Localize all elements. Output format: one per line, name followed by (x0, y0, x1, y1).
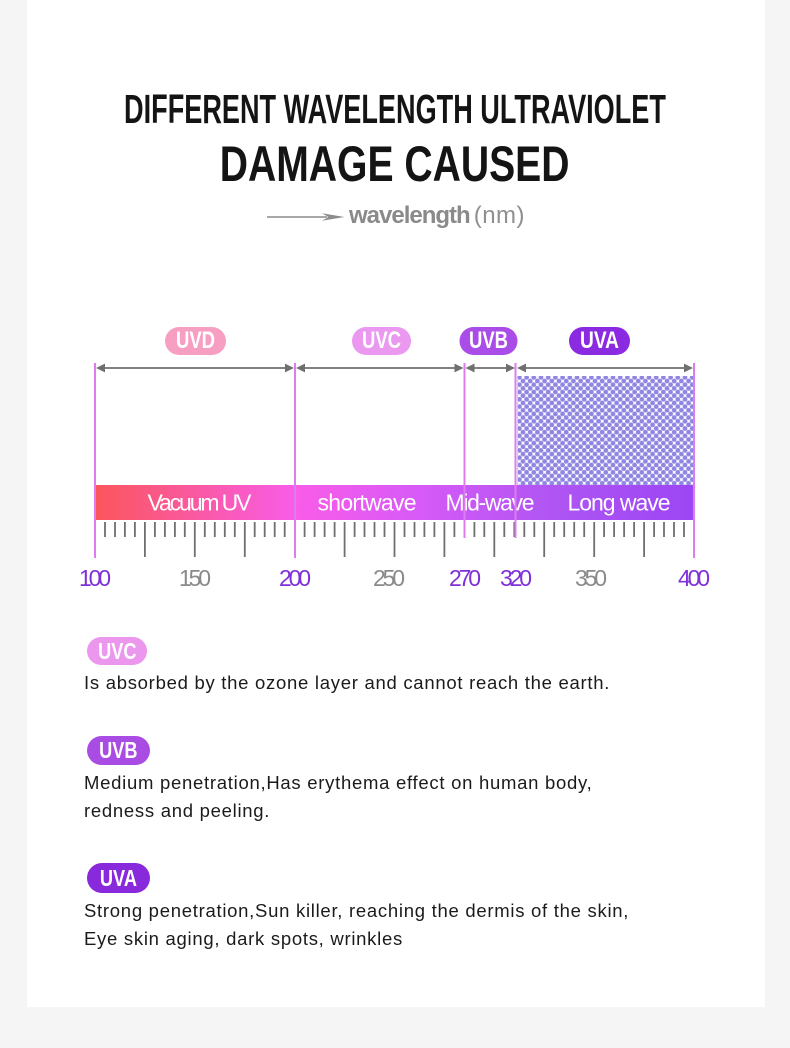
svg-text:UVA: UVA (580, 327, 619, 354)
svg-text:350: 350 (575, 565, 607, 591)
svg-text:Mid-wave: Mid-wave (446, 490, 535, 516)
svg-text:150: 150 (179, 565, 211, 591)
svg-text:100: 100 (79, 565, 111, 591)
svg-text:Long wave: Long wave (568, 490, 671, 516)
svg-text:UVC: UVC (362, 327, 401, 354)
svg-text:320: 320 (500, 565, 532, 591)
svg-text:shortwave: shortwave (318, 490, 417, 516)
svg-text:UVD: UVD (176, 327, 215, 354)
svg-text:270: 270 (449, 565, 481, 591)
svg-text:Vacuum UV: Vacuum UV (148, 490, 253, 516)
svg-text:UVB: UVB (469, 327, 508, 354)
svg-text:250: 250 (373, 565, 405, 591)
svg-text:400: 400 (678, 565, 710, 591)
svg-text:200: 200 (279, 565, 311, 591)
